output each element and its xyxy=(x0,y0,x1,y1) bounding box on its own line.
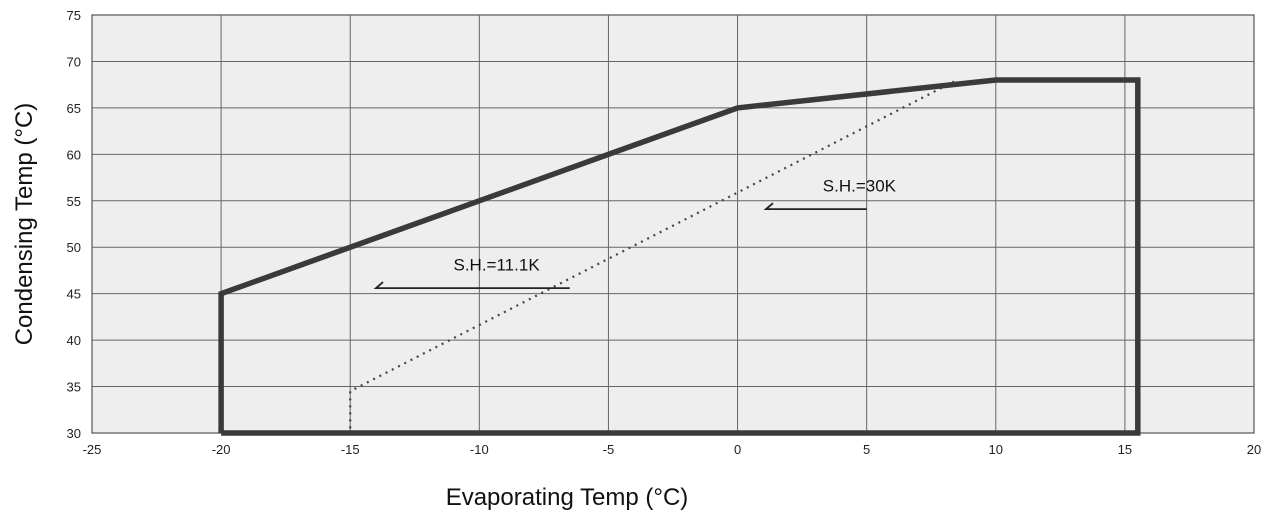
series-line-sh-30k xyxy=(349,79,958,429)
y-tick-label: 70 xyxy=(67,54,81,69)
series-line-sh-11k xyxy=(218,77,1141,436)
x-tick-label: -5 xyxy=(603,442,615,457)
y-tick-label: 60 xyxy=(67,147,81,162)
y-axis-title: Condensing Temp (°C) xyxy=(11,103,38,346)
annotation-leader xyxy=(763,202,867,211)
y-tick-label: 30 xyxy=(67,426,81,441)
x-tick-label: -25 xyxy=(83,442,102,457)
x-tick-label: 0 xyxy=(734,442,741,457)
plot-area xyxy=(91,14,1255,434)
x-tick-label: -10 xyxy=(470,442,489,457)
x-tick-label: 5 xyxy=(863,442,870,457)
annotation-label: S.H.=11.1K xyxy=(454,255,541,274)
y-tick-label: 40 xyxy=(67,333,81,348)
x-tick-label: 10 xyxy=(989,442,1003,457)
chart-series xyxy=(218,77,1141,436)
y-tick-labels: 30 35 40 45 50 55 60 65 70 75 xyxy=(67,8,81,441)
y-tick-label: 45 xyxy=(67,287,81,302)
chart-annotations: S.H.=11.1K S.H.=30K xyxy=(373,176,897,289)
x-tick-label: -20 xyxy=(212,442,231,457)
x-tick-label: 15 xyxy=(1118,442,1132,457)
x-tick-label: 20 xyxy=(1247,442,1261,457)
annotation-label: S.H.=30K xyxy=(823,176,897,195)
y-tick-label: 65 xyxy=(67,101,81,116)
y-tick-label: 55 xyxy=(67,194,81,209)
annotation-leader xyxy=(373,281,570,289)
y-tick-label: 35 xyxy=(67,380,81,395)
x-axis-title: Evaporating Temp (°C) xyxy=(446,484,689,511)
y-tick-label: 75 xyxy=(67,8,81,23)
y-tick-label: 50 xyxy=(67,240,81,255)
x-tick-label: -15 xyxy=(341,442,360,457)
x-tick-labels: -25 -20 -15 -10 -5 0 5 10 15 20 xyxy=(83,442,1262,457)
